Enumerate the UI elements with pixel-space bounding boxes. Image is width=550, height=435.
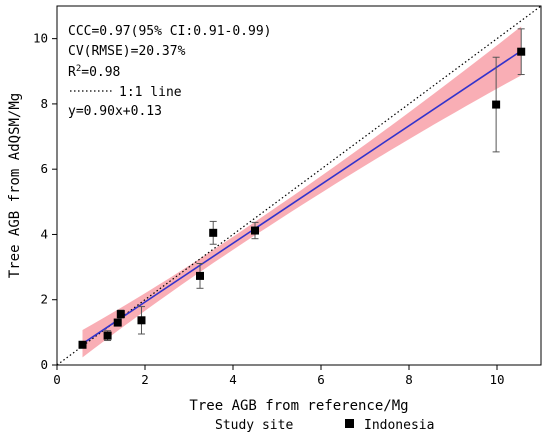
identity-line-layer <box>56 5 542 366</box>
identity-line-annotation: 1:1 line <box>119 85 182 100</box>
y-tick-label: 4 <box>40 226 48 241</box>
x-tick-label: 0 <box>53 372 61 387</box>
data-point <box>116 310 125 319</box>
plot-frame <box>56 5 542 366</box>
x-tick-label: 10 <box>489 372 504 387</box>
x-tick-label: 2 <box>141 372 149 387</box>
y-tick-label: 2 <box>40 292 48 307</box>
confidence-band-layer <box>82 26 522 358</box>
data-points-layer <box>78 47 526 349</box>
y-tick-label: 8 <box>40 96 48 111</box>
legend-entry-indonesia: Indonesia <box>364 418 434 433</box>
r2-annotation: R2=0.98 <box>68 64 120 80</box>
data-point <box>103 331 112 340</box>
data-point <box>78 340 87 349</box>
y-tick-label: 10 <box>33 31 48 46</box>
r2-prefix: R <box>68 65 76 80</box>
x-tick-label: 6 <box>317 372 325 387</box>
x-tick-label: 8 <box>405 372 413 387</box>
data-point <box>196 271 204 280</box>
x-tick-label: 4 <box>229 372 237 387</box>
identity-line <box>56 5 542 366</box>
legend-marker-indonesia <box>345 419 354 428</box>
data-point <box>137 316 146 325</box>
r2-superscript: 2 <box>76 64 81 74</box>
equation-annotation: y=0.90x+0.13 <box>68 104 162 119</box>
data-point <box>209 228 218 237</box>
x-axis-label: Tree AGB from reference/Mg <box>189 398 408 414</box>
data-point <box>113 318 122 327</box>
cv-annotation: CV(RMSE)=20.37% <box>68 44 186 59</box>
fit-line-layer <box>82 50 522 345</box>
fit-line <box>82 50 522 345</box>
y-tick-label: 0 <box>40 357 48 372</box>
data-point <box>251 226 259 235</box>
legend-title: Study site <box>215 418 293 433</box>
ticks-layer: 0 2 4 6 8 10 0 2 4 6 8 10 <box>33 31 505 387</box>
confidence-band <box>82 26 522 358</box>
ccc-annotation: CCC=0.97(95% CI:0.91-0.99) <box>68 24 272 39</box>
r2-value: =0.98 <box>81 65 120 80</box>
y-tick-label: 6 <box>40 161 48 176</box>
data-point <box>517 47 526 56</box>
data-point <box>492 100 501 109</box>
y-axis-label: Tree AGB from AdQSM/Mg <box>7 93 23 278</box>
